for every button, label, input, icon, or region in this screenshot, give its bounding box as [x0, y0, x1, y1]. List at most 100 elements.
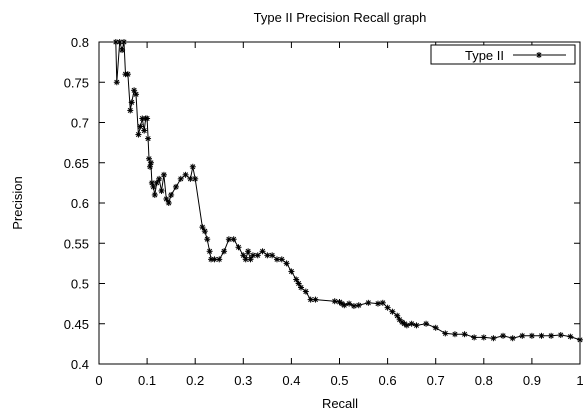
y-tick-label: 0.8 — [71, 35, 89, 50]
data-point — [394, 312, 401, 319]
data-point — [177, 175, 184, 182]
data-point — [307, 296, 314, 303]
data-point — [480, 334, 487, 341]
data-point — [519, 332, 526, 339]
data-point — [245, 248, 252, 255]
y-tick-label: 0.5 — [71, 277, 89, 292]
data-point — [346, 300, 353, 307]
data-point — [259, 248, 266, 255]
y-axis-label: Precision — [10, 176, 25, 229]
data-point — [331, 298, 338, 305]
data-point — [145, 135, 152, 142]
series-type-ii — [112, 39, 583, 343]
data-point — [182, 171, 189, 178]
x-tick-label: 0.4 — [282, 373, 300, 388]
data-point — [365, 299, 372, 306]
data-point — [144, 115, 151, 122]
data-point — [240, 252, 247, 259]
y-tick-label: 0.75 — [64, 75, 89, 90]
x-tick-label: 0.3 — [234, 373, 252, 388]
legend-marker — [536, 52, 542, 58]
data-point — [230, 236, 237, 243]
data-point — [121, 39, 128, 45]
data-point — [160, 171, 167, 178]
data-point — [124, 71, 131, 78]
data-point — [204, 236, 211, 243]
x-axis-label: Recall — [322, 396, 358, 411]
data-point — [116, 39, 123, 45]
data-point — [151, 191, 158, 198]
data-point — [189, 163, 196, 170]
data-point — [163, 195, 170, 202]
legend-marker-asterisk — [536, 52, 542, 58]
data-point — [403, 322, 410, 329]
chart-title: Type II Precision Recall graph — [254, 10, 427, 25]
data-point — [206, 248, 213, 255]
legend-label: Type II — [465, 48, 504, 63]
data-point — [288, 268, 295, 275]
data-point — [355, 302, 362, 309]
data-point — [269, 252, 276, 259]
data-point — [298, 284, 305, 291]
y-tick-label: 0.4 — [71, 357, 89, 372]
x-tick-label: 0.2 — [186, 373, 204, 388]
series-line — [115, 41, 581, 341]
y-tick-label: 0.45 — [64, 317, 89, 332]
data-point — [235, 244, 242, 251]
data-point — [165, 200, 172, 206]
data-point — [423, 320, 430, 327]
x-tick-label: 1 — [576, 373, 583, 388]
data-point — [528, 332, 535, 339]
x-tick-label: 0.7 — [427, 373, 445, 388]
data-point — [113, 79, 120, 86]
data-point — [137, 123, 144, 130]
data-point — [147, 159, 154, 166]
data-point — [384, 304, 391, 311]
data-point — [557, 332, 564, 339]
data-point — [341, 302, 348, 309]
data-point — [432, 324, 439, 331]
data-point — [461, 331, 468, 338]
data-point — [471, 334, 478, 341]
data-point — [172, 183, 179, 190]
y-tick-label: 0.7 — [71, 116, 89, 131]
data-point — [249, 252, 256, 259]
data-point — [247, 256, 254, 263]
data-point — [389, 308, 396, 315]
data-point — [293, 276, 300, 283]
x-tick-label: 0.9 — [523, 373, 541, 388]
x-axis-ticks: 0 0.1 0.2 0.3 0.4 0.5 0.6 0.7 0.8 0.9 1 — [95, 42, 583, 388]
data-point — [408, 320, 415, 327]
x-tick-label: 0 — [95, 373, 102, 388]
x-tick-label: 0.5 — [330, 373, 348, 388]
data-point — [156, 175, 163, 182]
data-point — [577, 336, 583, 343]
data-point — [199, 224, 206, 231]
legend-box — [430, 44, 576, 65]
data-point — [295, 280, 302, 287]
data-point — [141, 127, 148, 134]
data-point — [490, 335, 497, 342]
data-point — [133, 91, 140, 98]
data-point — [158, 187, 165, 194]
data-point — [168, 191, 175, 198]
data-point — [150, 183, 157, 190]
x-tick-label: 0.6 — [379, 373, 397, 388]
data-point — [548, 332, 555, 339]
data-point — [146, 163, 153, 170]
data-point — [278, 256, 285, 263]
y-axis-ticks: 0.4 0.45 0.5 0.55 0.6 0.65 0.7 0.75 0.8 — [64, 35, 580, 372]
data-point — [451, 331, 458, 338]
data-point — [119, 47, 126, 54]
data-point — [128, 99, 135, 106]
x-tick-label: 0.1 — [138, 373, 156, 388]
data-point — [312, 296, 319, 303]
data-point — [442, 330, 449, 337]
legend: Type II — [430, 44, 576, 65]
data-point — [538, 332, 545, 339]
data-point — [135, 131, 142, 138]
data-point — [221, 248, 228, 255]
y-tick-label: 0.65 — [64, 156, 89, 171]
data-point — [567, 333, 574, 340]
